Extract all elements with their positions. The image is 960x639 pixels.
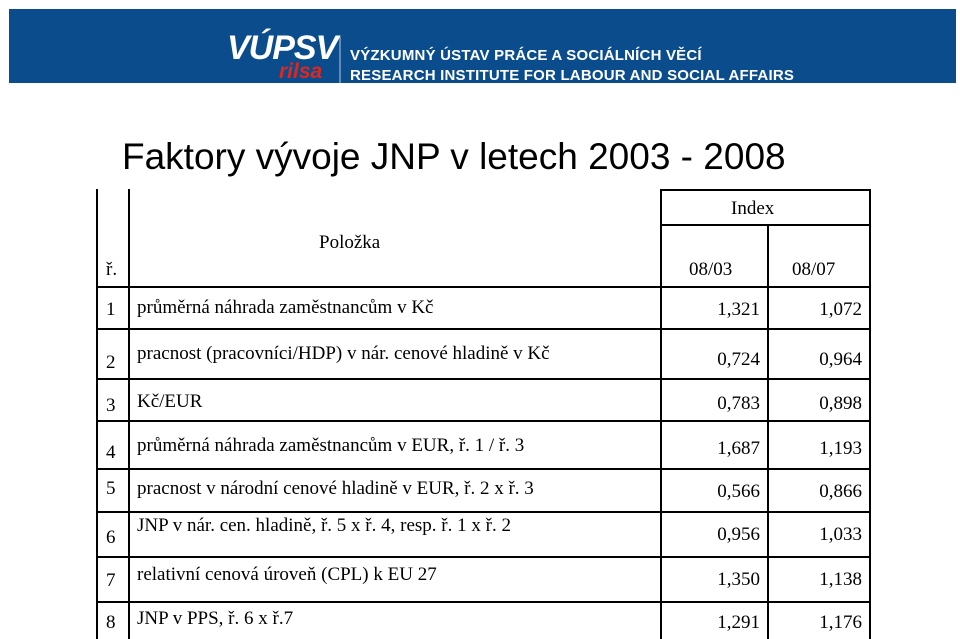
- row-item: pracnost (pracovníci/HDP) v nár. cenové …: [137, 343, 550, 364]
- row-item: JNP v PPS, ř. 6 x ř.7: [137, 608, 294, 629]
- header-banner: VÚPSV rilsa VÝZKUMNÝ ÚSTAV PRÁCE A SOCIÁ…: [9, 9, 956, 84]
- row-value-08-03: 1,350: [717, 569, 760, 590]
- table-row-divider: [96, 286, 871, 288]
- row-number: 7: [106, 570, 116, 591]
- row-value-08-03: 0,566: [717, 481, 760, 502]
- header-row-number: ř.: [106, 259, 118, 280]
- table-border-top: [660, 189, 871, 191]
- header-col-08-07: 08/07: [792, 259, 836, 280]
- row-value-08-07: 0,964: [819, 349, 862, 370]
- row-item: Kč/EUR: [137, 391, 203, 412]
- row-value-08-07: 0,866: [819, 481, 862, 502]
- table-row-divider: [96, 378, 871, 380]
- institute-name-en: RESEARCH INSTITUTE FOR LABOUR AND SOCIAL…: [350, 67, 795, 84]
- row-value-08-03: 0,956: [717, 524, 760, 545]
- header-col-08-03: 08/03: [689, 259, 733, 280]
- row-item: relativní cenová úroveň (CPL) k EU 27: [137, 564, 437, 585]
- row-value-08-07: 1,072: [819, 299, 862, 320]
- table-border-index-split: [660, 224, 871, 226]
- table-row-divider: [96, 420, 871, 422]
- table-border-item-col: [660, 189, 662, 639]
- table-row-divider: [96, 328, 871, 330]
- row-number: 1: [106, 299, 116, 320]
- row-number: 3: [106, 395, 116, 416]
- table-row-divider: [96, 556, 871, 558]
- row-number: 8: [106, 612, 116, 633]
- row-number: 4: [106, 442, 116, 463]
- row-value-08-03: 0,783: [717, 393, 760, 414]
- row-value-08-07: 0,898: [819, 393, 862, 414]
- table-row-divider: [96, 601, 871, 603]
- table-border-right: [869, 189, 871, 639]
- table-border-left: [96, 189, 98, 639]
- row-number: 2: [106, 352, 116, 373]
- table-row-divider: [96, 511, 871, 513]
- row-item: průměrná náhrada zaměstnancům v EUR, ř. …: [137, 435, 525, 456]
- row-item: JNP v nár. cen. hladině, ř. 5 x ř. 4, re…: [137, 515, 511, 536]
- table-row-divider: [96, 468, 871, 470]
- header-index: Index: [731, 198, 775, 219]
- table-border-number-col: [128, 189, 130, 639]
- logo-divider: [339, 37, 341, 83]
- row-item: pracnost v národní cenové hladině v EUR,…: [137, 478, 534, 499]
- row-value-08-03: 1,687: [717, 438, 760, 459]
- logo-rilsa: rilsa: [279, 60, 323, 83]
- row-number: 5: [106, 478, 116, 499]
- row-value-08-03: 1,291: [717, 612, 760, 633]
- row-value-08-07: 1,033: [819, 524, 862, 545]
- row-value-08-07: 1,193: [819, 438, 862, 459]
- row-value-08-07: 1,138: [819, 569, 862, 590]
- row-value-08-03: 1,321: [717, 299, 760, 320]
- logo-vupsv: VÚPSV: [227, 29, 338, 67]
- institute-name-cz: VÝZKUMNÝ ÚSTAV PRÁCE A SOCIÁLNÍCH VĚCÍ: [350, 47, 702, 64]
- page-title: Faktory vývoje JNP v letech 2003 - 2008: [122, 136, 786, 177]
- row-value-08-03: 0,724: [717, 349, 760, 370]
- table-border-mid-col: [767, 224, 769, 639]
- row-item: průměrná náhrada zaměstnancům v Kč: [137, 297, 434, 318]
- header-item: Položka: [319, 232, 381, 253]
- row-value-08-07: 1,176: [819, 612, 862, 633]
- row-number: 6: [106, 527, 116, 548]
